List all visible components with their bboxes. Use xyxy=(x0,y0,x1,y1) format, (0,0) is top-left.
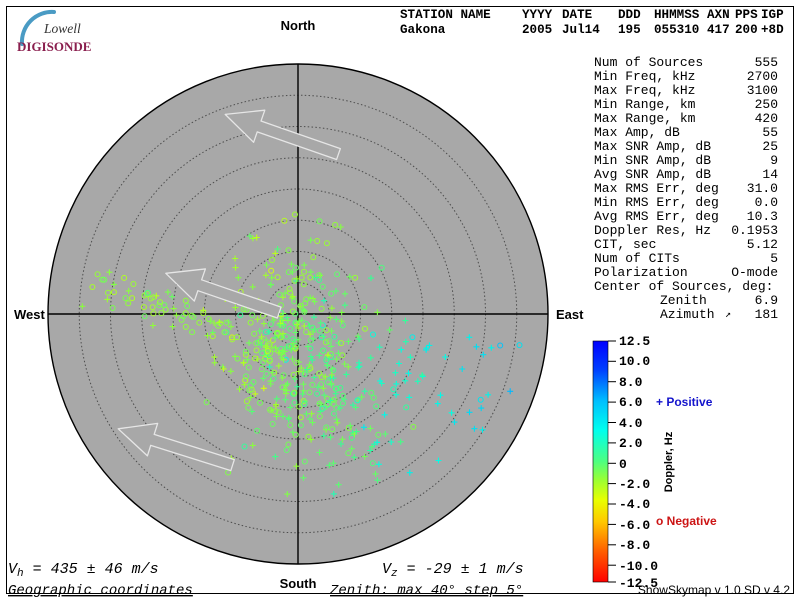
svg-text:5: 5 xyxy=(770,251,778,266)
svg-text:10.3: 10.3 xyxy=(747,209,778,224)
svg-text:South: South xyxy=(280,576,317,591)
svg-text:-4.0: -4.0 xyxy=(619,497,650,512)
svg-text:8.0: 8.0 xyxy=(619,375,643,390)
svg-text:Zenith: Zenith xyxy=(660,293,707,308)
svg-text:Num of Sources: Num of Sources xyxy=(594,55,703,70)
svg-text:Doppler, Hz: Doppler, Hz xyxy=(663,431,675,492)
svg-text:Min SNR Amp, dB: Min SNR Amp, dB xyxy=(594,153,711,168)
svg-text:Min RMS Err, deg: Min RMS Err, deg xyxy=(594,195,719,210)
svg-text:+ Positive: + Positive xyxy=(656,395,713,409)
svg-text:AXN: AXN xyxy=(707,8,730,22)
svg-text:2005: 2005 xyxy=(522,23,552,37)
svg-text:55: 55 xyxy=(762,125,778,140)
svg-text:IGP: IGP xyxy=(761,8,784,22)
svg-text:HHMMSS: HHMMSS xyxy=(654,8,700,22)
svg-text:+8D: +8D xyxy=(761,23,784,37)
svg-text:Max Range, km: Max Range, km xyxy=(594,111,696,126)
svg-text:4.0: 4.0 xyxy=(619,416,643,431)
svg-text:2.0: 2.0 xyxy=(619,436,643,451)
svg-text:0: 0 xyxy=(619,457,627,472)
svg-text:Gakona: Gakona xyxy=(400,23,446,37)
svg-text:Max Amp, dB: Max Amp, dB xyxy=(594,125,680,140)
svg-text:Min Range, km: Min Range, km xyxy=(594,97,696,112)
svg-text:PPS: PPS xyxy=(735,8,758,22)
svg-text:Max SNR Amp, dB: Max SNR Amp, dB xyxy=(594,139,711,154)
svg-text:Vh = 435 ± 46 m/s: Vh = 435 ± 46 m/s xyxy=(8,561,159,580)
svg-text:Zenith: max 40° step 5°: Zenith: max 40° step 5° xyxy=(329,583,523,599)
svg-text:200: 200 xyxy=(735,23,758,37)
svg-text:9: 9 xyxy=(770,153,778,168)
svg-text:2700: 2700 xyxy=(747,69,778,84)
svg-text:Geographic coordinates: Geographic coordinates xyxy=(8,583,193,599)
svg-text:CIT, sec: CIT, sec xyxy=(594,237,656,252)
svg-text:ShowSkymap v 1.0 SD v 4.2: ShowSkymap v 1.0 SD v 4.2 xyxy=(638,583,790,597)
svg-text:Doppler Res, Hz: Doppler Res, Hz xyxy=(594,223,711,238)
svg-text:10.0: 10.0 xyxy=(619,354,650,369)
svg-text:0.0: 0.0 xyxy=(755,195,778,210)
svg-text:Max RMS Err, deg: Max RMS Err, deg xyxy=(594,181,719,196)
svg-text:0.1953: 0.1953 xyxy=(731,223,778,238)
svg-text:195: 195 xyxy=(618,23,641,37)
svg-text:DATE: DATE xyxy=(562,8,593,22)
svg-text:Vz = -29 ± 1 m/s: Vz = -29 ± 1 m/s xyxy=(382,561,524,580)
svg-text:250: 250 xyxy=(755,97,778,112)
svg-text:Jul14: Jul14 xyxy=(562,23,600,37)
svg-text:14: 14 xyxy=(762,167,778,182)
svg-text:STATION NAME: STATION NAME xyxy=(400,8,491,22)
svg-text:East: East xyxy=(556,307,584,322)
svg-text:North: North xyxy=(281,18,316,33)
svg-text:-2.0: -2.0 xyxy=(619,477,650,492)
svg-text:6.0: 6.0 xyxy=(619,395,643,410)
svg-text:Center of Sources, deg:: Center of Sources, deg: xyxy=(594,279,773,294)
svg-text:055310: 055310 xyxy=(654,23,699,37)
svg-text:-10.0: -10.0 xyxy=(619,559,658,574)
svg-text:West: West xyxy=(14,307,45,322)
svg-text:25: 25 xyxy=(762,139,778,154)
svg-text:6.9: 6.9 xyxy=(755,293,778,308)
svg-text:Num of CITs: Num of CITs xyxy=(594,251,680,266)
svg-text:O-mode: O-mode xyxy=(731,265,778,280)
svg-text:417: 417 xyxy=(707,23,730,37)
svg-text:Azimuth: Azimuth xyxy=(660,307,715,322)
svg-text:Polarization: Polarization xyxy=(594,265,688,280)
svg-text:12.5: 12.5 xyxy=(619,334,650,349)
svg-text:3100: 3100 xyxy=(747,83,778,98)
svg-text:Avg SNR Amp, dB: Avg SNR Amp, dB xyxy=(594,167,711,182)
svg-text:Max Freq, kHz: Max Freq, kHz xyxy=(594,83,695,98)
svg-text:420: 420 xyxy=(755,111,778,126)
svg-text:Avg RMS Err, deg: Avg RMS Err, deg xyxy=(594,209,719,224)
svg-text:-6.0: -6.0 xyxy=(619,518,650,533)
svg-text:181: 181 xyxy=(755,307,779,322)
svg-text:YYYY: YYYY xyxy=(522,8,553,22)
svg-text:555: 555 xyxy=(755,55,778,70)
svg-text:31.0: 31.0 xyxy=(747,181,778,196)
svg-text:5.12: 5.12 xyxy=(747,237,778,252)
svg-text:DDD: DDD xyxy=(618,8,641,22)
svg-text:↗: ↗ xyxy=(725,310,731,321)
svg-text:o Negative: o Negative xyxy=(656,514,717,528)
svg-text:Min Freq, kHz: Min Freq, kHz xyxy=(594,69,695,84)
svg-text:-8.0: -8.0 xyxy=(619,538,650,553)
